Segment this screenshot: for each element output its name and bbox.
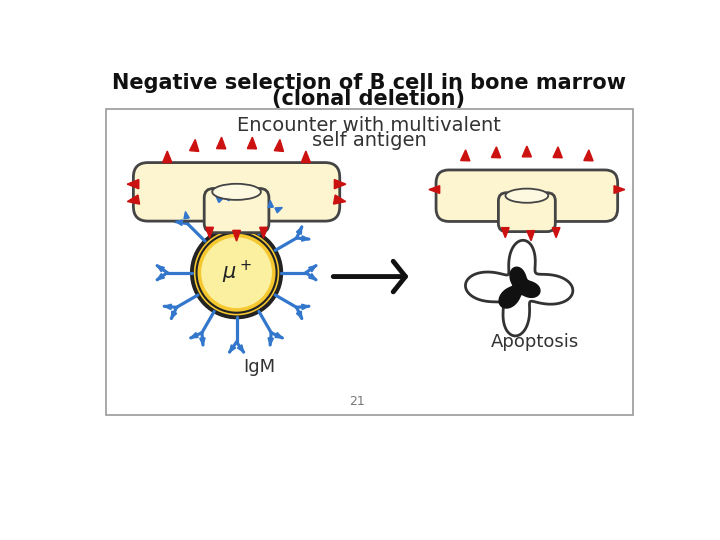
Polygon shape xyxy=(429,186,440,193)
Polygon shape xyxy=(230,345,235,352)
Polygon shape xyxy=(268,338,274,345)
FancyArrowPatch shape xyxy=(333,261,405,292)
Text: $\mu^+$: $\mu^+$ xyxy=(222,259,251,286)
Polygon shape xyxy=(217,137,226,149)
Polygon shape xyxy=(238,345,243,352)
Text: IgM: IgM xyxy=(243,359,276,376)
Polygon shape xyxy=(127,179,139,189)
FancyBboxPatch shape xyxy=(436,170,618,221)
Text: 21: 21 xyxy=(350,395,365,408)
Polygon shape xyxy=(552,227,560,238)
Polygon shape xyxy=(461,150,470,161)
Polygon shape xyxy=(334,179,346,189)
Polygon shape xyxy=(127,195,140,204)
Polygon shape xyxy=(225,193,230,201)
Polygon shape xyxy=(302,304,309,309)
Polygon shape xyxy=(199,338,205,345)
Polygon shape xyxy=(522,146,531,157)
Polygon shape xyxy=(268,200,274,207)
Polygon shape xyxy=(157,266,164,272)
Polygon shape xyxy=(275,333,282,338)
Text: Encounter with multivalent: Encounter with multivalent xyxy=(237,116,501,135)
Polygon shape xyxy=(492,147,500,158)
Polygon shape xyxy=(191,333,198,338)
Polygon shape xyxy=(233,231,240,241)
Text: Apoptosis: Apoptosis xyxy=(490,333,579,351)
Polygon shape xyxy=(584,150,593,161)
Ellipse shape xyxy=(197,233,276,313)
FancyBboxPatch shape xyxy=(133,163,340,221)
Text: (clonal deletion): (clonal deletion) xyxy=(272,89,466,109)
Polygon shape xyxy=(176,220,183,225)
Polygon shape xyxy=(164,304,171,309)
FancyBboxPatch shape xyxy=(204,188,269,233)
Polygon shape xyxy=(206,227,213,238)
Polygon shape xyxy=(248,137,256,149)
Ellipse shape xyxy=(212,184,261,200)
Polygon shape xyxy=(465,240,573,336)
Polygon shape xyxy=(302,236,309,241)
Ellipse shape xyxy=(201,237,272,308)
Polygon shape xyxy=(499,267,540,308)
Polygon shape xyxy=(184,212,189,219)
FancyBboxPatch shape xyxy=(106,109,633,415)
Polygon shape xyxy=(163,151,172,163)
Text: self antigen: self antigen xyxy=(312,131,426,150)
Polygon shape xyxy=(527,231,534,241)
FancyBboxPatch shape xyxy=(498,193,555,232)
Polygon shape xyxy=(614,186,625,193)
Polygon shape xyxy=(309,266,316,272)
Polygon shape xyxy=(333,195,346,204)
Text: Negative selection of B cell in bone marrow: Negative selection of B cell in bone mar… xyxy=(112,73,626,93)
Polygon shape xyxy=(297,227,302,234)
Ellipse shape xyxy=(505,188,548,203)
Polygon shape xyxy=(553,147,562,158)
Polygon shape xyxy=(189,139,199,151)
Polygon shape xyxy=(157,274,164,280)
Ellipse shape xyxy=(192,228,282,318)
Polygon shape xyxy=(171,311,176,319)
Polygon shape xyxy=(216,195,222,202)
Polygon shape xyxy=(260,227,267,238)
Polygon shape xyxy=(309,274,316,280)
Polygon shape xyxy=(275,207,282,213)
Polygon shape xyxy=(301,151,310,163)
Polygon shape xyxy=(297,311,302,319)
Polygon shape xyxy=(274,139,284,151)
Polygon shape xyxy=(501,227,509,238)
